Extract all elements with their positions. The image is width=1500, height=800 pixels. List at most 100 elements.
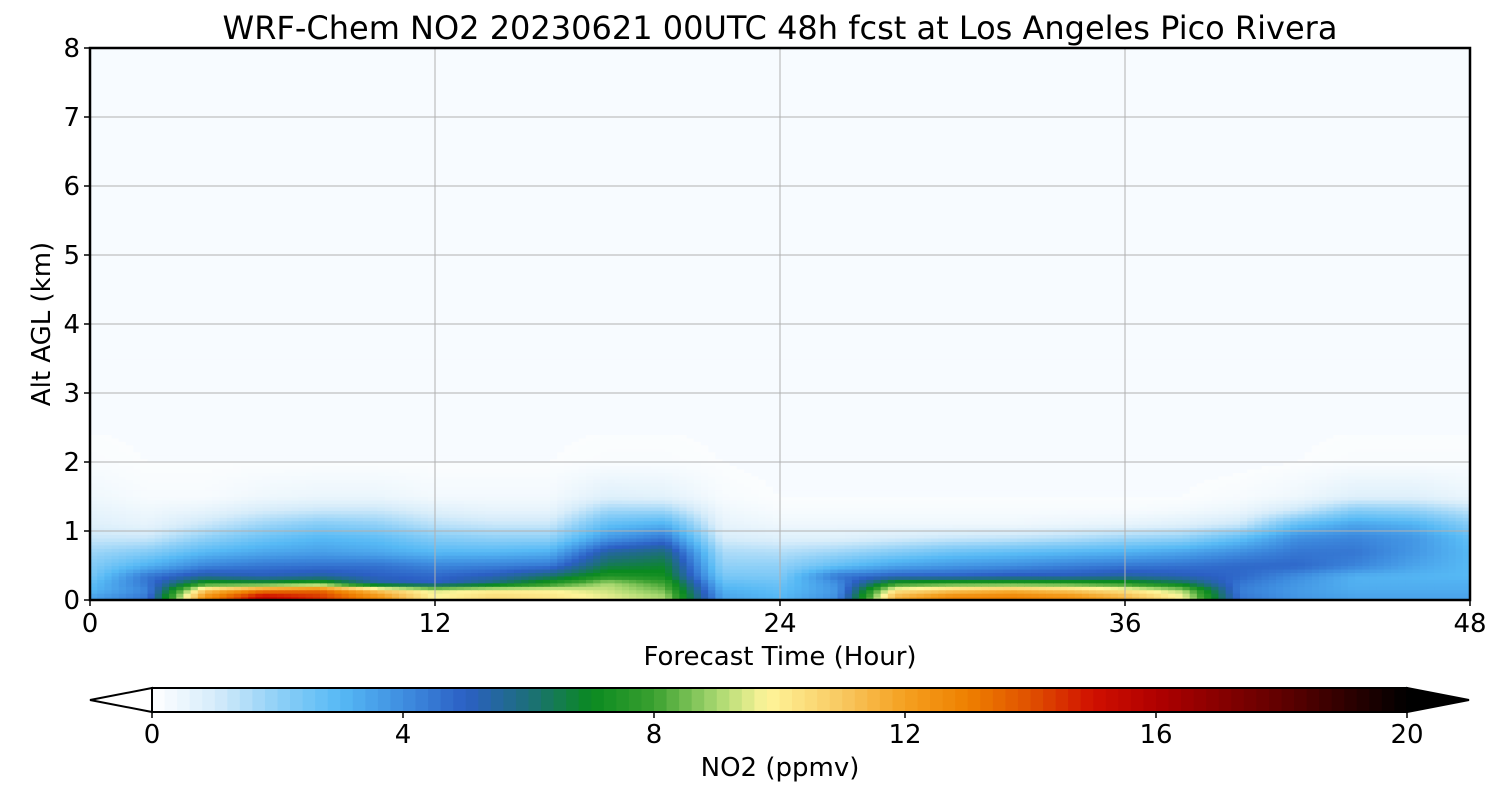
heatmap-cell	[528, 541, 537, 546]
heatmap-cell	[1419, 531, 1428, 536]
heatmap-cell	[355, 537, 364, 542]
heatmap-cell	[1254, 565, 1263, 570]
heatmap-cell	[1139, 568, 1148, 573]
heatmap-cell	[1261, 510, 1270, 515]
heatmap-cell	[966, 555, 975, 560]
heatmap-cell	[765, 548, 774, 553]
heatmap-cell	[772, 541, 781, 546]
heatmap-cell	[578, 548, 587, 553]
heatmap-cell	[413, 589, 422, 594]
heatmap-cell	[528, 582, 537, 587]
heatmap-cell	[650, 575, 659, 580]
heatmap-cell	[1218, 513, 1227, 518]
heatmap-cell	[923, 513, 932, 518]
heatmap-cell	[1254, 531, 1263, 536]
heatmap-cell	[988, 517, 997, 522]
heatmap-cell	[1204, 517, 1212, 522]
heatmap-cell	[90, 534, 98, 539]
heatmap-cell	[916, 596, 925, 600]
heatmap-cell	[420, 572, 429, 577]
heatmap-cell	[384, 527, 393, 532]
heatmap-cell	[1362, 593, 1370, 598]
heatmap-cell	[1311, 558, 1320, 563]
heatmap-cell	[700, 520, 709, 525]
heatmap-cell	[1362, 558, 1370, 563]
heatmap-cell	[1089, 531, 1097, 536]
heatmap-cell	[506, 586, 515, 591]
heatmap-cell	[1153, 531, 1162, 536]
heatmap-cell	[118, 524, 127, 529]
heatmap-cell	[1347, 510, 1356, 515]
heatmap-cell	[399, 589, 407, 594]
heatmap-cell	[104, 513, 113, 518]
heatmap-cell	[672, 520, 680, 525]
heatmap-cell	[636, 579, 645, 584]
heatmap-cell	[657, 517, 666, 522]
heatmap-cell	[909, 562, 918, 567]
heatmap-cell	[859, 565, 867, 570]
heatmap-cell	[981, 582, 990, 587]
heatmap-cell	[341, 513, 350, 518]
heatmap-cell	[1218, 534, 1227, 539]
heatmap-cell	[1067, 596, 1076, 600]
heatmap-cell	[1448, 520, 1457, 525]
heatmap-cell	[974, 520, 982, 525]
heatmap-cell	[1261, 562, 1270, 567]
heatmap-cell	[909, 572, 918, 577]
heatmap-cell	[916, 541, 925, 546]
heatmap-cell	[1441, 544, 1450, 549]
heatmap-cell	[284, 548, 292, 553]
heatmap-cell	[1412, 568, 1421, 573]
heatmap-cell	[1283, 510, 1291, 515]
heatmap-cell	[1232, 565, 1241, 570]
heatmap-cell	[729, 555, 738, 560]
heatmap-cell	[542, 551, 551, 556]
heatmap-cell	[370, 558, 379, 563]
heatmap-cell	[672, 527, 680, 532]
heatmap-cell	[1110, 517, 1119, 522]
heatmap-cell	[1390, 589, 1399, 594]
heatmap-cell	[1333, 537, 1342, 542]
heatmap-cell	[140, 513, 149, 518]
heatmap-cell	[320, 562, 328, 567]
heatmap-cell	[1275, 579, 1284, 584]
heatmap-cell	[909, 575, 918, 580]
heatmap-cell	[866, 531, 875, 536]
heatmap-cell	[463, 579, 472, 584]
heatmap-cell	[463, 548, 472, 553]
heatmap-cell	[1268, 593, 1277, 598]
heatmap-cell	[679, 548, 688, 553]
heatmap-cell	[1067, 551, 1076, 556]
heatmap-cell	[427, 582, 436, 587]
heatmap-cell	[463, 589, 472, 594]
heatmap-cell	[600, 537, 609, 542]
heatmap-cell	[751, 531, 760, 536]
heatmap-cell	[765, 572, 774, 577]
heatmap-cell	[1139, 531, 1148, 536]
heatmap-cell	[528, 586, 537, 591]
heatmap-cell	[657, 593, 666, 598]
heatmap-cell	[722, 582, 731, 587]
heatmap-cell	[866, 555, 875, 560]
heatmap-cell	[636, 513, 645, 518]
heatmap-cell	[154, 534, 163, 539]
heatmap-cell	[1117, 565, 1126, 570]
heatmap-cell	[399, 541, 407, 546]
heatmap-cell	[636, 527, 645, 532]
heatmap-cell	[1218, 517, 1227, 522]
heatmap-cell	[1053, 551, 1061, 556]
heatmap-cell	[923, 527, 932, 532]
heatmap-cell	[212, 534, 220, 539]
heatmap-cell	[1081, 531, 1090, 536]
heatmap-cell	[1060, 565, 1069, 570]
heatmap-cell	[284, 586, 292, 591]
heatmap-cell	[219, 575, 228, 580]
heatmap-cell	[528, 555, 537, 560]
heatmap-cell	[1319, 596, 1327, 600]
heatmap-cell	[334, 510, 343, 515]
heatmap-cell	[715, 541, 724, 546]
heatmap-cell	[463, 531, 472, 536]
heatmap-cell	[1038, 596, 1047, 600]
heatmap-cell	[97, 565, 105, 570]
heatmap-cell	[1024, 568, 1033, 573]
